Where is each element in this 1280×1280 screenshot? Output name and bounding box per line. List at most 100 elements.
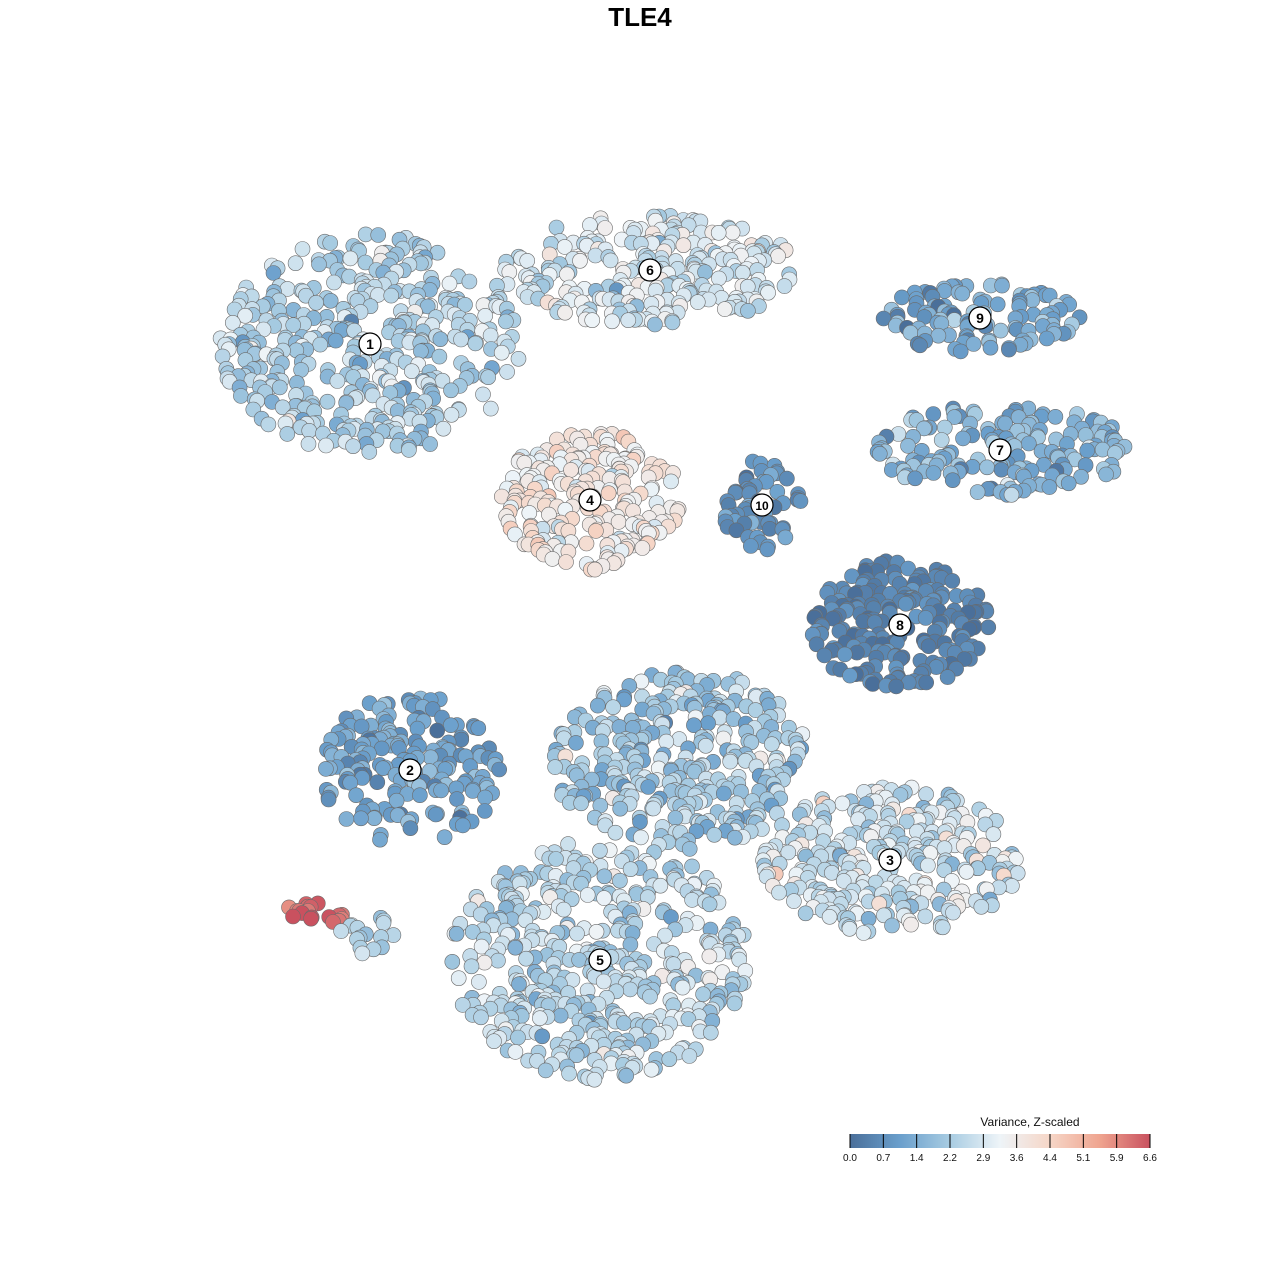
data-point bbox=[903, 916, 919, 933]
data-point bbox=[329, 373, 346, 389]
data-point bbox=[473, 1009, 489, 1026]
data-point bbox=[917, 908, 934, 925]
data-point bbox=[454, 997, 471, 1013]
data-point bbox=[473, 938, 490, 955]
data-point bbox=[265, 265, 282, 281]
svg-text:8: 8 bbox=[896, 617, 904, 633]
data-point bbox=[912, 337, 928, 354]
data-point bbox=[432, 331, 449, 348]
data-point bbox=[1003, 486, 1020, 503]
legend-tick-label: 4.4 bbox=[1043, 1153, 1057, 1164]
data-point bbox=[555, 901, 572, 918]
data-point bbox=[681, 841, 698, 857]
data-point bbox=[369, 774, 386, 791]
data-point bbox=[578, 535, 595, 552]
data-point bbox=[499, 364, 515, 380]
data-point bbox=[706, 826, 723, 843]
data-point bbox=[547, 759, 563, 775]
data-point bbox=[444, 953, 461, 970]
svg-text:3: 3 bbox=[886, 852, 894, 868]
legend-tick-label: 5.1 bbox=[1076, 1153, 1091, 1164]
legend-title: Variance, Z-scaled bbox=[980, 1115, 1080, 1129]
data-point bbox=[643, 1061, 660, 1078]
cluster-label-10: 10 bbox=[750, 493, 774, 517]
data-point bbox=[763, 736, 780, 753]
svg-text:1: 1 bbox=[366, 336, 374, 352]
data-point bbox=[855, 925, 872, 941]
data-point bbox=[342, 250, 359, 267]
data-point bbox=[701, 948, 718, 965]
data-point bbox=[312, 336, 329, 353]
data-point bbox=[563, 462, 579, 478]
data-point bbox=[989, 296, 1006, 313]
data-point bbox=[333, 923, 349, 939]
data-point bbox=[647, 316, 663, 333]
data-point bbox=[934, 919, 951, 936]
data-point bbox=[563, 891, 580, 908]
data-point bbox=[944, 472, 961, 489]
data-point bbox=[279, 426, 296, 442]
data-point bbox=[716, 301, 733, 317]
legend-tick-label: 6.6 bbox=[1143, 1153, 1157, 1164]
data-point bbox=[482, 400, 499, 417]
data-point bbox=[616, 1015, 632, 1031]
data-point bbox=[604, 313, 620, 330]
data-point bbox=[973, 898, 990, 915]
data-point bbox=[559, 266, 575, 283]
data-point bbox=[681, 1048, 698, 1064]
data-point bbox=[702, 1024, 719, 1041]
data-point bbox=[294, 241, 311, 257]
data-point bbox=[955, 430, 971, 447]
cluster-label-9: 9 bbox=[968, 306, 992, 330]
data-point bbox=[786, 893, 802, 909]
data-point bbox=[836, 646, 853, 663]
data-point bbox=[375, 915, 392, 931]
data-point bbox=[633, 829, 649, 846]
data-point bbox=[740, 302, 756, 319]
data-point bbox=[958, 863, 975, 880]
data-point bbox=[433, 782, 449, 799]
legend-tick-label: 2.9 bbox=[976, 1153, 991, 1164]
data-point bbox=[697, 264, 713, 280]
data-point bbox=[946, 312, 963, 328]
data-point bbox=[233, 388, 249, 404]
svg-text:7: 7 bbox=[996, 442, 1004, 458]
data-point bbox=[711, 270, 727, 287]
data-point bbox=[486, 1033, 502, 1049]
data-point bbox=[320, 791, 337, 808]
data-point bbox=[435, 420, 452, 437]
data-point bbox=[464, 924, 481, 940]
data-point bbox=[518, 950, 534, 967]
data-point bbox=[548, 851, 564, 867]
data-point bbox=[618, 1067, 635, 1084]
data-point bbox=[372, 831, 388, 848]
cluster-label-6: 6 bbox=[638, 258, 662, 282]
data-point bbox=[1060, 475, 1077, 492]
data-point bbox=[821, 908, 838, 925]
svg-text:6: 6 bbox=[646, 262, 654, 278]
data-point bbox=[429, 722, 446, 739]
data-point bbox=[664, 314, 681, 331]
data-point bbox=[274, 399, 291, 416]
data-point bbox=[642, 988, 658, 1005]
data-point bbox=[311, 256, 327, 273]
legend-tick-label: 1.4 bbox=[909, 1153, 924, 1164]
svg-text:5: 5 bbox=[596, 952, 604, 968]
data-point bbox=[992, 322, 1009, 339]
data-point bbox=[370, 227, 387, 243]
data-point bbox=[760, 284, 776, 301]
data-point bbox=[511, 976, 527, 993]
data-point bbox=[722, 753, 739, 770]
data-point bbox=[556, 239, 573, 255]
data-point bbox=[622, 981, 639, 998]
svg-text:10: 10 bbox=[755, 499, 769, 513]
data-point bbox=[595, 973, 612, 990]
data-point bbox=[634, 540, 651, 556]
data-point bbox=[1001, 341, 1017, 358]
data-point bbox=[471, 974, 487, 990]
data-point bbox=[640, 779, 657, 795]
data-point bbox=[560, 836, 576, 852]
data-point bbox=[620, 312, 637, 329]
legend-tick-label: 5.9 bbox=[1109, 1153, 1124, 1164]
